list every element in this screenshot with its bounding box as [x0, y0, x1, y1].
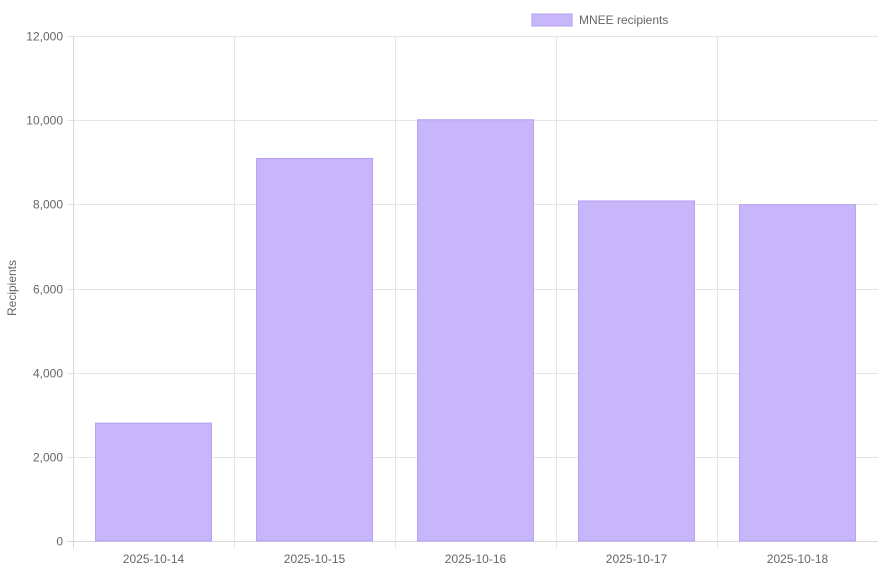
bars: [95, 119, 856, 542]
legend[interactable]: MNEE recipients: [531, 13, 668, 27]
y-tick-label: 12,000: [26, 30, 63, 44]
legend-swatch: [531, 13, 573, 27]
y-tick-label: 10,000: [26, 114, 63, 128]
y-tick-label: 8,000: [33, 198, 63, 212]
y-tick-label: 4,000: [33, 367, 63, 381]
bar[interactable]: [95, 422, 212, 542]
y-axis-ticks: 0 2,000 4,000 6,000 8,000 10,000 12,000: [26, 30, 63, 549]
legend-label: MNEE recipients: [579, 13, 668, 27]
x-tick-label: 2025-10-15: [284, 552, 346, 566]
bar[interactable]: [256, 157, 373, 542]
bar[interactable]: [739, 204, 856, 542]
bar[interactable]: [417, 119, 534, 542]
y-axis-title: Recipients: [5, 260, 19, 316]
x-tick-label: 2025-10-16: [445, 552, 507, 566]
y-tick-label: 2,000: [33, 451, 63, 465]
x-tick-label: 2025-10-14: [123, 552, 185, 566]
y-tick-label: 0: [56, 535, 63, 549]
x-axis-ticks: 2025-10-14 2025-10-15 2025-10-16 2025-10-17…: [123, 552, 829, 566]
y-tick-label: 6,000: [33, 283, 63, 297]
x-tick-label: 2025-10-18: [767, 552, 829, 566]
x-tick-label: 2025-10-17: [606, 552, 668, 566]
bar[interactable]: [578, 200, 695, 542]
